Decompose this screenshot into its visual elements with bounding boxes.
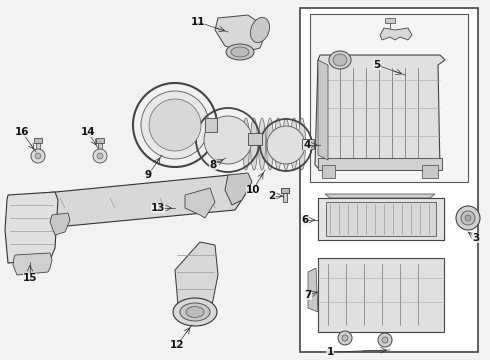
Circle shape — [342, 335, 348, 341]
Text: 3: 3 — [472, 233, 480, 243]
Circle shape — [461, 211, 475, 225]
Polygon shape — [318, 198, 444, 240]
Text: 5: 5 — [373, 60, 381, 70]
Ellipse shape — [173, 298, 217, 326]
Bar — [36, 142, 40, 156]
Ellipse shape — [186, 306, 204, 318]
Circle shape — [338, 331, 352, 345]
Bar — [300, 8, 478, 352]
Circle shape — [31, 149, 45, 163]
Polygon shape — [5, 192, 58, 263]
Polygon shape — [175, 242, 218, 305]
Text: 15: 15 — [23, 273, 37, 283]
Text: 14: 14 — [81, 127, 96, 137]
Polygon shape — [225, 173, 252, 205]
Bar — [248, 133, 262, 145]
Polygon shape — [422, 165, 438, 178]
Polygon shape — [380, 28, 412, 40]
Text: 8: 8 — [209, 160, 217, 170]
Ellipse shape — [250, 118, 258, 170]
Bar — [34, 138, 42, 143]
Circle shape — [456, 206, 480, 230]
Circle shape — [267, 126, 305, 164]
Polygon shape — [315, 55, 445, 170]
Text: 11: 11 — [191, 17, 205, 27]
Ellipse shape — [274, 118, 281, 170]
Polygon shape — [185, 188, 215, 218]
Ellipse shape — [283, 118, 290, 170]
Polygon shape — [50, 213, 70, 235]
Ellipse shape — [329, 51, 351, 69]
Text: 4: 4 — [303, 140, 311, 150]
Bar — [318, 198, 444, 240]
Polygon shape — [308, 268, 318, 312]
Text: 9: 9 — [145, 170, 151, 180]
Ellipse shape — [333, 54, 347, 66]
Circle shape — [378, 333, 392, 347]
Ellipse shape — [180, 303, 210, 321]
Polygon shape — [318, 60, 328, 160]
Circle shape — [204, 116, 252, 164]
Ellipse shape — [267, 118, 273, 170]
Text: 1: 1 — [326, 347, 334, 357]
Bar — [96, 138, 104, 143]
Text: 13: 13 — [151, 203, 165, 213]
Text: 10: 10 — [246, 185, 260, 195]
Bar — [310, 14, 468, 182]
Ellipse shape — [231, 47, 249, 57]
Bar — [326, 202, 436, 236]
Bar — [281, 188, 289, 193]
Ellipse shape — [243, 118, 249, 170]
Ellipse shape — [226, 44, 254, 60]
Circle shape — [141, 91, 209, 159]
Polygon shape — [18, 175, 245, 230]
Text: 7: 7 — [304, 290, 312, 300]
Text: 12: 12 — [170, 340, 184, 350]
Bar — [205, 118, 217, 132]
Bar — [283, 192, 287, 202]
Polygon shape — [215, 15, 265, 52]
Polygon shape — [322, 165, 335, 178]
Circle shape — [149, 99, 201, 151]
Text: 2: 2 — [269, 191, 275, 201]
Polygon shape — [325, 194, 435, 198]
Text: 16: 16 — [15, 127, 29, 137]
Polygon shape — [13, 253, 52, 275]
Bar — [318, 258, 444, 332]
Circle shape — [97, 153, 103, 159]
Text: 6: 6 — [301, 215, 309, 225]
Ellipse shape — [259, 118, 266, 170]
Ellipse shape — [250, 17, 270, 42]
Ellipse shape — [298, 118, 305, 170]
Circle shape — [35, 153, 41, 159]
Bar — [385, 18, 395, 23]
Circle shape — [465, 215, 471, 221]
Circle shape — [382, 337, 388, 343]
Ellipse shape — [291, 118, 297, 170]
Bar — [98, 142, 102, 156]
Circle shape — [93, 149, 107, 163]
Bar — [302, 139, 314, 149]
Bar — [318, 158, 442, 170]
